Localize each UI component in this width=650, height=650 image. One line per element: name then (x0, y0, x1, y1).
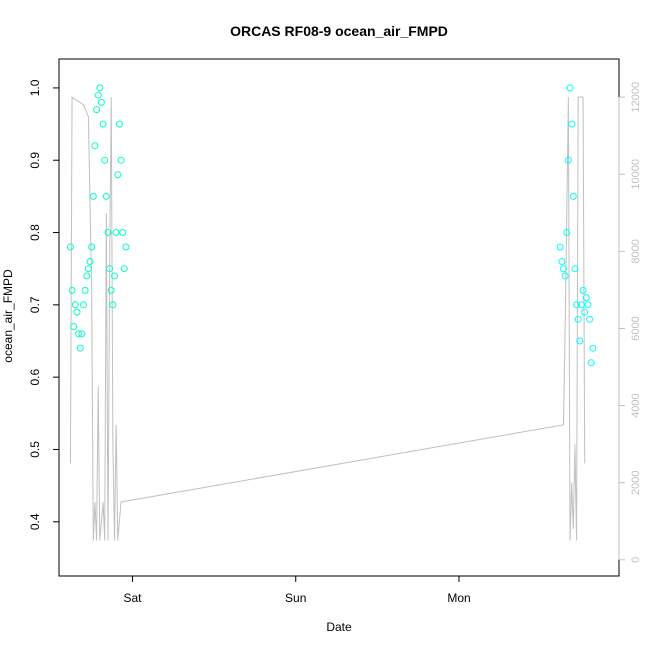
altitude-line-layer (69, 96, 586, 541)
y2-tick-label: 10000 (630, 159, 642, 190)
y2-tick-label: 2000 (630, 470, 642, 494)
data-point (111, 272, 118, 280)
data-point (88, 243, 96, 251)
y2-tick-label: 8000 (630, 239, 642, 263)
data-point (120, 265, 128, 273)
data-point (104, 229, 112, 236)
data-point (556, 243, 564, 251)
y-tick-label: 0.8 (28, 224, 42, 241)
data-point (561, 272, 569, 280)
data-point (66, 243, 74, 251)
y2-tick-label: 4000 (630, 393, 642, 417)
data-point (569, 192, 577, 200)
data-point (115, 120, 123, 128)
data-point (107, 286, 115, 294)
y2-tick-label: 6000 (630, 316, 642, 340)
data-point (579, 286, 587, 294)
data-point (117, 156, 125, 164)
y2-tick-label: 0 (630, 557, 642, 563)
y-tick-label: 0.9 (28, 152, 42, 169)
data-point (99, 120, 107, 128)
x-tick-label: Sun (285, 591, 306, 605)
data-point (71, 301, 79, 309)
data-point (75, 330, 83, 338)
data-point (81, 286, 89, 294)
data-point (106, 265, 114, 273)
data-point (566, 84, 574, 92)
data-point (564, 156, 572, 164)
y-tick-label: 0.5 (28, 441, 42, 458)
data-point (94, 91, 102, 99)
altitude-line (69, 96, 586, 541)
data-point (91, 142, 99, 150)
data-point (587, 359, 595, 367)
data-points-layer (66, 84, 597, 367)
data-point (114, 171, 122, 179)
data-point (589, 344, 597, 352)
x-tick-label: Sat (123, 591, 142, 605)
data-point (558, 258, 566, 265)
data-point (109, 301, 117, 309)
data-point (80, 301, 87, 309)
data-point (576, 337, 584, 345)
data-point (78, 330, 86, 338)
y-tick-label: 1.0 (28, 79, 42, 96)
data-point (68, 286, 76, 294)
data-point (584, 301, 592, 309)
data-point (70, 323, 78, 330)
y2-tick-label: 12000 (630, 82, 642, 113)
data-point (86, 258, 94, 265)
y-tick-label: 0.6 (28, 368, 42, 385)
data-point (93, 106, 101, 114)
data-point (582, 294, 590, 302)
axes-layer: Sat Sun Mon 0.4 0.5 0.6 0.7 0.8 0.9 1.0 0 2000 4000 6… (28, 79, 642, 605)
y-tick-label: 0.7 (28, 296, 42, 313)
data-point (574, 315, 582, 323)
data-point (73, 308, 81, 316)
data-point (563, 229, 571, 236)
data-point (577, 301, 585, 309)
data-point (83, 272, 91, 280)
data-point (97, 98, 105, 106)
data-point (122, 243, 130, 251)
x-axis-label: Date (326, 620, 352, 634)
data-point (586, 315, 594, 323)
data-point (571, 265, 579, 273)
x-tick-label: Mon (447, 591, 470, 605)
data-point (560, 265, 567, 273)
data-point (119, 229, 127, 236)
chart-title: ORCAS RF08-9 ocean_air_FMPD (230, 23, 448, 39)
y-tick-label: 0.4 (28, 513, 42, 530)
data-point (102, 192, 110, 200)
data-point (84, 265, 92, 273)
y-axis-label: ocean_air_FMPD (1, 269, 15, 363)
data-point (573, 301, 581, 309)
data-point (76, 344, 84, 352)
data-point (112, 229, 120, 236)
data-point (581, 308, 589, 316)
data-point (568, 120, 576, 128)
data-point (89, 192, 97, 200)
data-point (101, 156, 109, 164)
data-point (96, 84, 104, 92)
